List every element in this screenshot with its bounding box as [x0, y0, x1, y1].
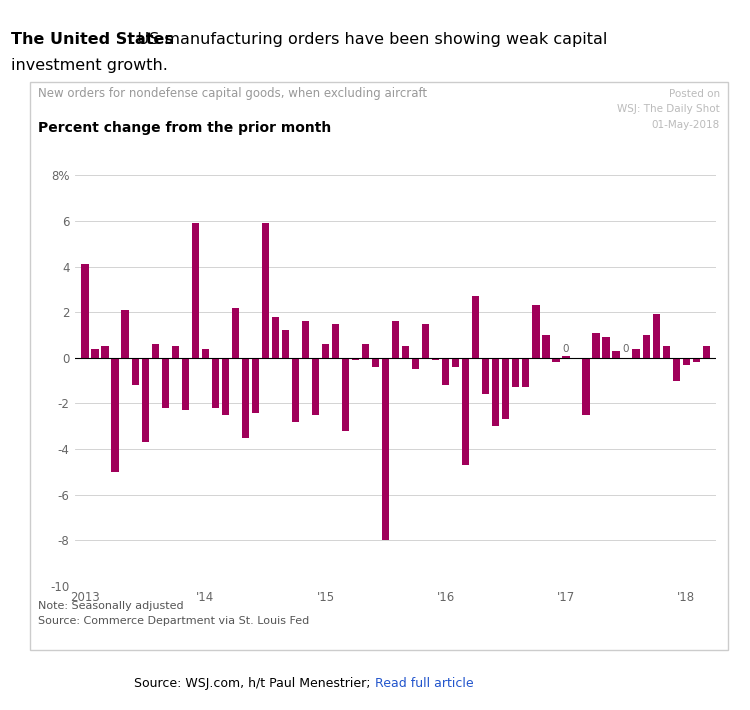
Bar: [562, 356, 569, 358]
Bar: [592, 333, 599, 358]
Text: Source: WSJ.com, h/t Paul Menestrier;: Source: WSJ.com, h/t Paul Menestrier;: [134, 677, 375, 689]
Bar: [352, 358, 359, 360]
Bar: [482, 358, 490, 394]
Bar: [332, 324, 339, 358]
Text: WSJ: The Daily Shot: WSJ: The Daily Shot: [617, 104, 720, 114]
Bar: [692, 358, 700, 362]
Bar: [673, 358, 680, 381]
Bar: [452, 358, 459, 367]
Bar: [542, 335, 550, 358]
Bar: [322, 344, 329, 358]
Bar: [342, 358, 350, 431]
Bar: [532, 305, 539, 358]
Bar: [82, 264, 88, 358]
Text: 01-May-2018: 01-May-2018: [652, 120, 720, 130]
Bar: [512, 358, 520, 388]
Bar: [192, 224, 199, 358]
Bar: [522, 358, 530, 388]
Bar: [442, 358, 449, 385]
Bar: [152, 344, 159, 358]
Bar: [613, 351, 620, 358]
Text: Read full article: Read full article: [375, 677, 474, 689]
Text: Note: Seasonally adjusted: Note: Seasonally adjusted: [38, 601, 183, 611]
Text: investment growth.: investment growth.: [11, 58, 168, 73]
Bar: [412, 358, 419, 369]
Bar: [272, 317, 279, 358]
Bar: [422, 324, 429, 358]
Bar: [583, 358, 590, 415]
Bar: [122, 310, 129, 358]
Bar: [302, 322, 309, 358]
Bar: [232, 307, 239, 358]
Bar: [643, 335, 650, 358]
Text: 0: 0: [562, 344, 569, 354]
Bar: [92, 349, 99, 358]
Bar: [101, 346, 109, 358]
Bar: [472, 296, 479, 358]
Text: Percent change from the prior month: Percent change from the prior month: [38, 121, 331, 135]
Bar: [362, 344, 369, 358]
Bar: [131, 358, 139, 385]
Text: : US manufacturing orders have been showing weak capital: : US manufacturing orders have been show…: [128, 32, 608, 47]
Bar: [161, 358, 169, 408]
Bar: [682, 358, 690, 365]
Bar: [142, 358, 148, 442]
Bar: [552, 358, 560, 362]
Bar: [211, 358, 219, 408]
Bar: [392, 322, 399, 358]
Bar: [222, 358, 229, 415]
Bar: [242, 358, 249, 437]
Bar: [312, 358, 319, 415]
Text: 0: 0: [622, 344, 629, 354]
Bar: [652, 315, 660, 358]
Bar: [112, 358, 118, 471]
Bar: [462, 358, 470, 465]
Bar: [382, 358, 389, 540]
Bar: [372, 358, 380, 367]
Bar: [662, 346, 670, 358]
Bar: [282, 330, 289, 358]
Text: Source: Commerce Department via St. Louis Fed: Source: Commerce Department via St. Loui…: [38, 616, 309, 626]
Bar: [402, 346, 410, 358]
Bar: [172, 346, 178, 358]
Bar: [703, 346, 709, 358]
Bar: [602, 337, 610, 358]
Bar: [262, 224, 269, 358]
Bar: [182, 358, 189, 410]
Bar: [503, 358, 509, 420]
Bar: [292, 358, 299, 422]
Bar: [632, 349, 640, 358]
Text: New orders for nondefense capital goods, when excluding aircraft: New orders for nondefense capital goods,…: [38, 87, 427, 100]
Text: The United States: The United States: [11, 32, 174, 47]
Bar: [202, 349, 208, 358]
Bar: [432, 358, 439, 360]
Bar: [492, 358, 500, 426]
Text: Posted on: Posted on: [669, 89, 720, 99]
Bar: [252, 358, 259, 413]
